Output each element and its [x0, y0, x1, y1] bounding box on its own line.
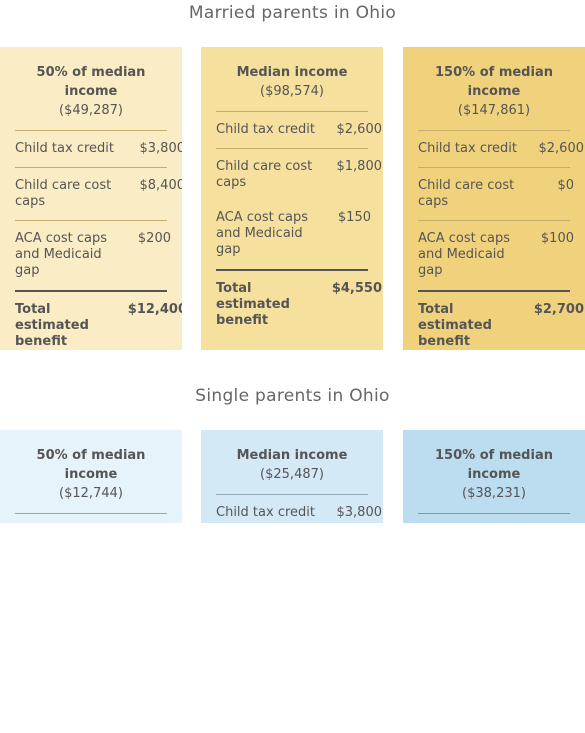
total-value: $12,400 — [127, 302, 182, 317]
benefit-row: Child care cost caps $0 — [418, 178, 585, 210]
card-amount: ($12,744) — [59, 486, 123, 501]
benefit-label: Child care cost caps — [418, 178, 515, 209]
married-card-50pct: 50% of median income ($49,287) Child tax… — [0, 47, 182, 350]
card-amount: ($25,487) — [260, 467, 324, 482]
benefit-row: Child tax credit $3,800 — [216, 505, 383, 521]
benefit-label: Child tax credit — [216, 122, 315, 137]
single-card-median: Median income ($25,487) Child tax credit… — [201, 430, 383, 523]
single-card-50pct: 50% of median income ($12,744) — [0, 430, 182, 523]
married-section-title: Married parents in Ohio — [188, 3, 397, 23]
benefit-row: Child tax credit $3,800 — [15, 141, 182, 157]
married-card-150pct: 150% of median income ($147,861) Child t… — [403, 47, 585, 350]
benefit-row: ACA cost caps and Medicaid gap $200 — [15, 231, 182, 279]
card-label: Median income — [236, 65, 348, 80]
total-value: $2,700 — [533, 302, 584, 317]
card-label: 150% of median income — [435, 65, 553, 99]
total-label: Total estimated benefit — [15, 302, 89, 349]
total-value: $4,550 — [331, 281, 382, 296]
total-label: Total estimated benefit — [418, 302, 492, 349]
benefit-value: $2,600 — [538, 141, 585, 156]
card-amount: ($147,861) — [457, 103, 531, 118]
benefit-label: ACA cost caps and Medicaid gap — [15, 231, 108, 278]
benefit-value: $3,800 — [336, 505, 383, 520]
card-label: 50% of median income — [36, 448, 146, 482]
benefit-value: $100 — [540, 231, 574, 246]
single-card-150pct: 150% of median income ($38,231) — [403, 430, 585, 523]
benefit-label: Child tax credit — [216, 505, 315, 520]
benefit-label: ACA cost caps and Medicaid gap — [216, 210, 309, 257]
total-row: Total estimated benefit $12,400 — [15, 302, 182, 350]
benefit-label: Child care cost caps — [216, 159, 313, 190]
benefit-row: ACA cost caps and Medicaid gap $100 — [418, 231, 585, 279]
benefit-row: ACA cost caps and Medicaid gap $150 — [216, 210, 383, 258]
benefit-value: $8,400 — [139, 178, 183, 193]
benefit-row: Child tax credit $2,600 — [418, 141, 585, 157]
total-row: Total estimated benefit $2,700 — [418, 302, 585, 350]
card-amount: ($38,231) — [462, 486, 526, 501]
benefit-value: $150 — [337, 210, 371, 225]
benefit-label: Child tax credit — [15, 141, 114, 156]
card-label: Median income — [236, 448, 348, 463]
married-card-median: Median income ($98,574) Child tax credit… — [201, 47, 383, 350]
benefit-row: Child care cost caps $1,800 — [216, 159, 383, 191]
benefit-value: $0 — [557, 178, 574, 193]
total-label: Total estimated benefit — [216, 281, 290, 328]
benefit-value: $200 — [137, 231, 171, 246]
benefit-value: $1,800 — [336, 159, 383, 174]
benefit-label: Child care cost caps — [15, 178, 112, 209]
card-label: 50% of median income — [36, 65, 146, 99]
single-section-title: Single parents in Ohio — [195, 386, 390, 406]
benefit-value: $3,800 — [139, 141, 183, 156]
benefit-row: Child care cost caps $8,400 — [15, 178, 182, 210]
card-label: 150% of median income — [435, 448, 553, 482]
total-row: Total estimated benefit $4,550 — [216, 281, 383, 329]
benefit-value: $2,600 — [336, 122, 383, 137]
card-amount: ($49,287) — [59, 103, 123, 118]
benefit-label: Child tax credit — [418, 141, 517, 156]
card-amount: ($98,574) — [260, 84, 324, 99]
benefit-label: ACA cost caps and Medicaid gap — [418, 231, 511, 278]
benefit-row: Child tax credit $2,600 — [216, 122, 383, 138]
